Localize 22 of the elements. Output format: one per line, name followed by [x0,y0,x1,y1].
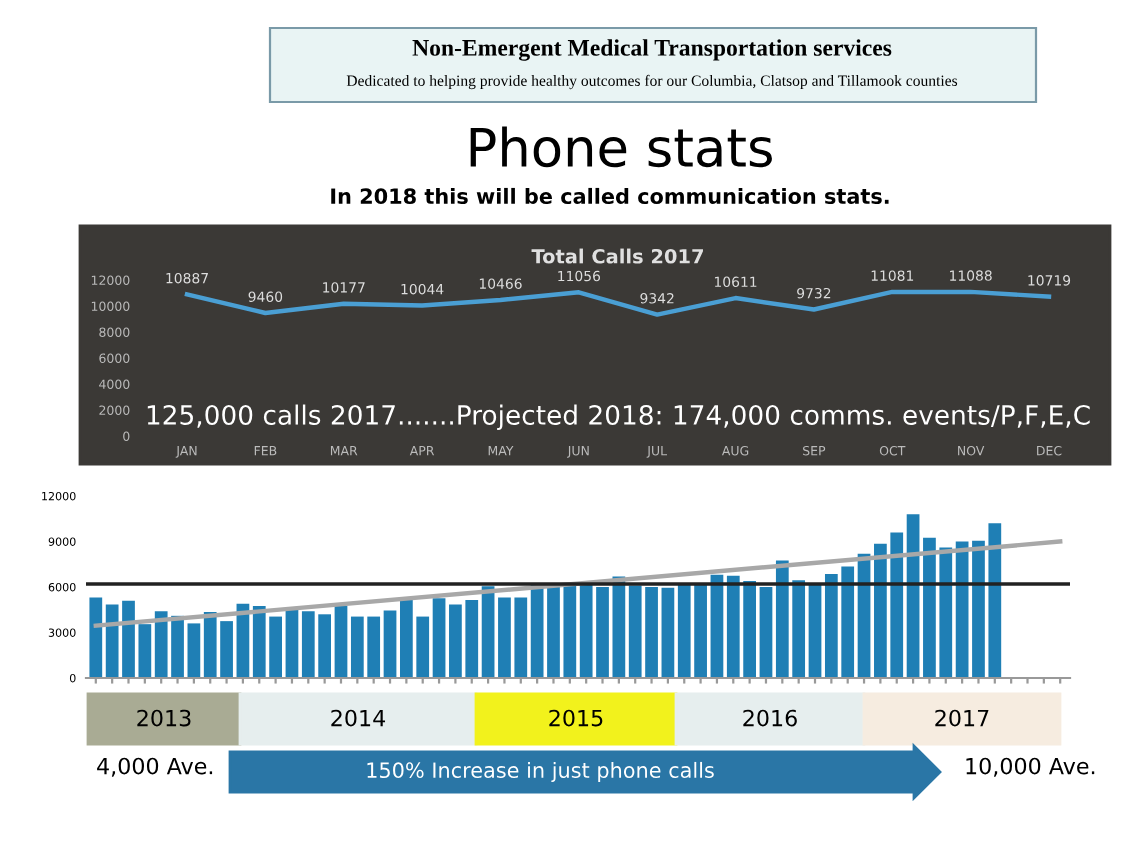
bar [808,583,822,678]
text: 10,000 Ave. [966,757,1095,777]
text: 2013 [137,709,191,727]
bar [285,608,299,678]
text: 2014 [331,709,386,727]
bar [334,605,348,678]
bar [661,587,675,678]
bar [432,598,446,678]
bar [759,587,773,678]
text: 2016 [743,709,797,727]
bar [89,597,103,678]
text: 4,000 Ave. [97,757,213,777]
bar [383,610,397,678]
text: 2015 [549,709,603,727]
chart-title: Total Calls 2017 [531,248,703,264]
text: Phone stats [470,126,772,168]
annotation: 125,000 calls 2017.......Projected 2018: 174,000 comms. events/P,F,E,C [147,404,1090,431]
text: 2017 [935,709,989,727]
bar [187,623,201,678]
text: 150% Increase in just phone calls [367,761,714,783]
text: In 2018 this will be called communication stats. [331,187,889,205]
text: Non-Emergent Medical Transportation services [412,39,892,61]
